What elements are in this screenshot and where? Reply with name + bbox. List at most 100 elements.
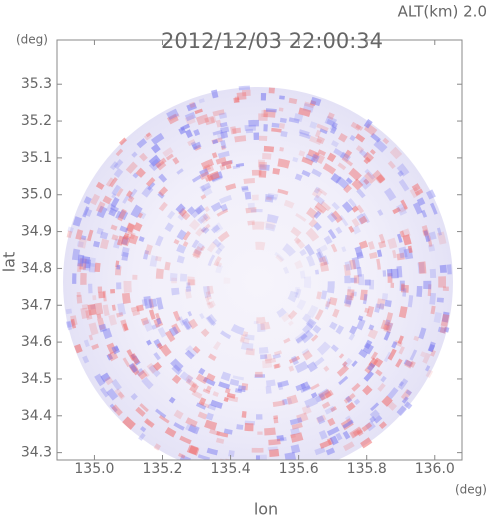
texture [277,438,284,439]
texture [111,315,114,325]
texture [140,372,144,377]
texture [410,246,411,253]
texture [101,292,102,298]
texture [147,245,150,254]
texture [97,263,98,272]
texture [170,399,174,402]
texture [399,205,404,214]
texture [438,228,440,235]
texture [279,109,283,110]
x-tick-label: 136.0 [415,461,455,477]
texture [431,245,432,251]
texture [189,312,191,316]
texture [366,308,367,312]
texture [144,299,145,306]
texture [98,303,100,314]
texture [415,185,418,190]
texture [399,172,402,176]
texture [323,246,325,250]
texture [346,187,350,191]
texture [155,364,159,369]
texture [87,262,88,271]
texture [174,160,178,163]
texture [273,171,280,172]
texture [199,100,204,102]
texture [268,448,278,449]
texture [210,431,220,434]
texture [201,174,209,178]
texture [212,205,220,209]
texture [266,383,275,384]
texture [186,115,195,119]
texture [69,231,71,237]
texture [299,111,310,114]
texture [311,100,320,103]
texture [160,328,164,336]
texture [141,155,145,159]
texture [297,262,300,268]
y-tick-label: 34.3 [21,445,52,461]
texture [354,219,358,226]
texture [224,431,232,433]
texture [393,342,396,348]
texture [428,371,431,377]
texture [429,191,433,198]
texture [106,197,109,202]
texture [289,322,293,325]
texture [381,242,383,248]
texture [443,265,444,273]
texture [317,270,318,274]
texture [422,352,424,356]
texture [175,288,176,295]
texture [333,176,340,181]
texture [235,138,246,139]
texture [259,350,268,351]
texture [194,132,199,134]
texture [266,110,277,111]
texture [88,310,90,319]
texture [373,253,374,258]
texture [220,167,224,168]
texture [360,316,361,320]
texture [362,217,365,222]
texture [69,309,70,314]
texture [105,305,107,316]
texture [320,434,326,436]
texture [242,188,248,189]
texture [99,228,101,234]
texture [331,127,336,130]
texture [213,155,217,156]
texture [81,238,83,248]
texture [261,325,270,326]
texture [77,345,80,352]
texture [99,203,103,212]
texture [190,449,197,452]
texture [85,304,86,309]
texture [192,222,197,228]
texture [371,150,375,153]
texture [343,247,345,252]
texture [232,130,240,131]
texture [399,266,400,277]
texture [329,156,335,159]
texture [309,365,316,369]
texture [381,423,386,427]
texture [79,264,80,272]
texture [159,298,162,310]
y-tick-label: 34.6 [21,334,52,350]
texture [432,351,434,357]
texture [215,241,218,245]
texture [309,320,314,326]
texture [290,420,301,423]
texture [350,227,353,232]
texture [219,115,226,117]
texture [394,269,395,278]
texture [91,305,93,315]
texture [421,328,424,338]
texture [130,197,133,201]
y-tick-label: 35.0 [21,187,52,203]
texture [244,181,255,182]
texture [302,251,305,255]
texture [138,170,143,175]
